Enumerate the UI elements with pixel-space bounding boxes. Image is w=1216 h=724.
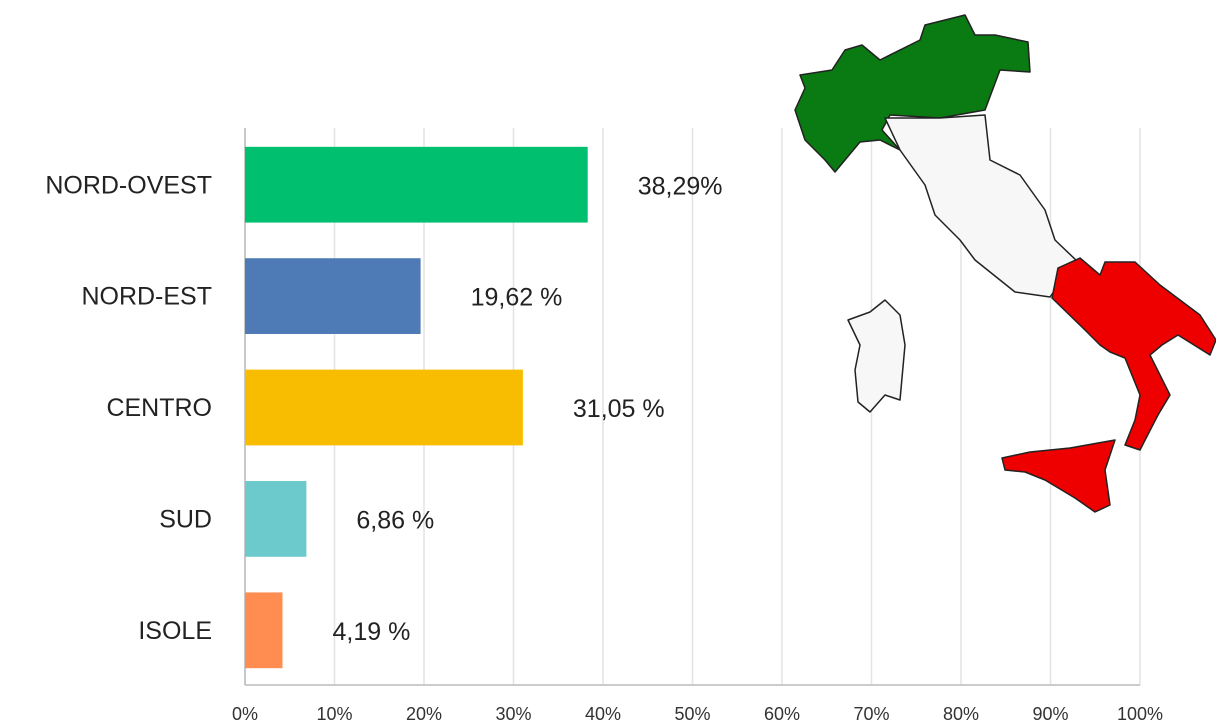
value-label: 4,19 % <box>333 618 411 646</box>
bar <box>245 481 307 557</box>
x-tick-label: 20% <box>406 704 442 724</box>
bar <box>245 258 421 334</box>
x-tick-label: 80% <box>943 704 979 724</box>
bar <box>245 592 283 669</box>
italy-map <box>794 14 1216 513</box>
x-tick-label: 60% <box>764 704 800 724</box>
x-tick-label: 70% <box>853 704 889 724</box>
plot-area: 0% 10% 20% 30% 40% 50% 60% 70% 80% 90% 100% NORD-OV… <box>45 128 1163 724</box>
value-label: 38,29% <box>638 172 723 200</box>
x-tick-label: 0% <box>232 704 258 724</box>
x-tick-label: 40% <box>585 704 621 724</box>
map-north <box>794 14 1031 173</box>
x-tick-label: 30% <box>495 704 531 724</box>
x-tick-label: 90% <box>1032 704 1068 724</box>
x-tick-label: 50% <box>674 704 710 724</box>
map-sicily <box>1001 439 1116 513</box>
y-tick-label: ISOLE <box>138 617 212 645</box>
value-label: 19,62 % <box>471 284 563 312</box>
bar <box>245 369 523 446</box>
value-label: 6,86 % <box>356 507 434 535</box>
map-sardinia <box>847 299 906 413</box>
y-tick-label: CENTRO <box>106 394 212 422</box>
y-tick-label: SUD <box>159 506 212 534</box>
x-tick-label: 10% <box>316 704 352 724</box>
value-label: 31,05 % <box>573 395 665 423</box>
map-center <box>884 114 1079 298</box>
y-tick-label: NORD-OVEST <box>45 171 212 199</box>
map-south <box>1051 257 1216 451</box>
x-tick-label: 100% <box>1117 704 1163 724</box>
bar <box>245 146 588 223</box>
y-tick-label: NORD-EST <box>81 283 212 311</box>
